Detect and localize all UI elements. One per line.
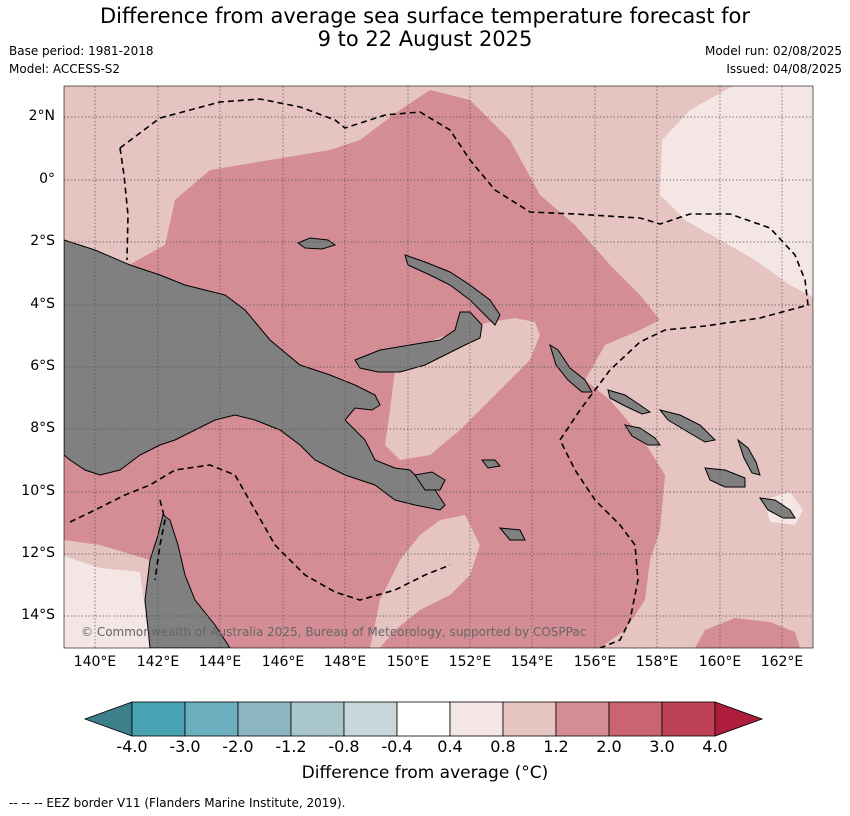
map-canvas (63, 85, 814, 649)
lon-label-142e: 142°E (136, 654, 180, 670)
gridlines (64, 86, 813, 648)
land-new-georgia (623, 424, 661, 446)
lon-label-154e: 154°E (510, 654, 554, 670)
lon-label-158e: 158°E (635, 654, 679, 670)
colorbar-segment (608, 701, 663, 737)
lat-label-2s: 2°S (30, 233, 55, 249)
issued-text: Issued: 04/08/2025 (726, 62, 842, 76)
colorbar-label: -4.0 (116, 737, 148, 756)
eez-border-south (154, 499, 166, 581)
copyright-text: © Commonwealth of Australia 2025, Bureau… (81, 625, 587, 639)
lat-label-6s: 6°S (30, 358, 55, 374)
map-title-line2: 9 to 22 August 2025 (317, 27, 533, 51)
land-santa-isabel (658, 409, 717, 443)
colorbar-label: -1.2 (275, 737, 307, 756)
anomaly-region-0.8-1.2-south (370, 515, 480, 648)
lon-label-160e: 160°E (698, 654, 742, 670)
colorbar-label: 4.0 (702, 737, 728, 756)
land-dentrecasteaux (414, 471, 446, 491)
colorbar-segment (343, 701, 398, 737)
lat-label-2n: 2°N (28, 108, 55, 124)
colorbar-label: -0.8 (328, 737, 360, 756)
colorbar-segment (502, 701, 557, 737)
colorbar-segment (131, 701, 186, 737)
colorbar-segment (661, 701, 716, 737)
lat-label-14s: 14°S (21, 607, 55, 623)
land-malaita (736, 438, 761, 476)
colorbar-label: 2.0 (596, 737, 622, 756)
land-choiseul (607, 389, 652, 415)
base-period-text: Base period: 1981-2018 (9, 44, 154, 58)
land-cape-york (144, 514, 231, 648)
colorbar-segment (449, 701, 504, 737)
land-manus (296, 237, 337, 250)
map-frame (63, 85, 814, 649)
land-guadalcanal (704, 467, 746, 488)
colorbar-segment (184, 701, 239, 737)
land-new-ireland (404, 254, 501, 326)
lat-label-12s: 12°S (21, 545, 55, 561)
meta-left: Base period: 1981-2018 Model: ACCESS-S2 (9, 42, 154, 78)
colorbar-label: 3.0 (649, 737, 675, 756)
colorbar-segment (396, 701, 451, 737)
land-woodlark (481, 459, 501, 469)
lon-label-152e: 152°E (448, 654, 492, 670)
anomaly-region-1.2-2.0-southeast (695, 618, 800, 648)
colorbar-extend-low (83, 701, 133, 737)
colorbar-segment (555, 701, 610, 737)
model-text: Model: ACCESS-S2 (9, 62, 121, 76)
colorbar-label: 0.8 (490, 737, 516, 756)
eez-border-west (119, 147, 129, 261)
land-makira (758, 497, 796, 519)
lon-label-162e: 162°E (760, 654, 804, 670)
colorbar-title: Difference from average (°C) (301, 763, 549, 783)
map-title-line1: Difference from average sea surface temp… (100, 4, 750, 28)
model-run-text: Model run: 02/08/2025 (704, 44, 842, 58)
lat-label-10s: 10°S (21, 483, 55, 499)
eez-border (119, 98, 809, 648)
lon-label-144e: 144°E (198, 654, 242, 670)
lat-label-4s: 4°S (30, 296, 55, 312)
eez-legend-text: -- -- -- EEZ border V11 (Flanders Marine… (9, 796, 346, 810)
land-new-britain (354, 311, 483, 373)
lon-label-148e: 148°E (323, 654, 367, 670)
colorbar-label: -2.0 (222, 737, 254, 756)
eez-border-torres (69, 464, 451, 601)
lat-label-8s: 8°S (30, 420, 55, 436)
colorbar-label: -0.4 (381, 737, 413, 756)
land-bougainville (549, 343, 593, 393)
anomaly-region-0.4-0.8-northeast (660, 86, 813, 297)
lon-label-146e: 146°E (261, 654, 305, 670)
colorbar-label: 0.4 (437, 737, 463, 756)
colorbar-segment (290, 701, 345, 737)
colorbar-label: -3.0 (169, 737, 201, 756)
anomaly-region-0.4-0.8-southwest (64, 556, 150, 648)
lon-label-156e: 156°E (573, 654, 617, 670)
lat-label-0: 0° (39, 171, 55, 187)
colorbar-extend-high (714, 701, 764, 737)
lon-label-140e: 140°E (73, 654, 117, 670)
colorbar-label: 1.2 (543, 737, 569, 756)
land-louisiade (498, 527, 526, 541)
meta-right: Model run: 02/08/2025 Issued: 04/08/2025 (705, 42, 842, 78)
colorbar-segment (237, 701, 292, 737)
lon-label-150e: 150°E (386, 654, 430, 670)
colorbar (83, 701, 764, 737)
